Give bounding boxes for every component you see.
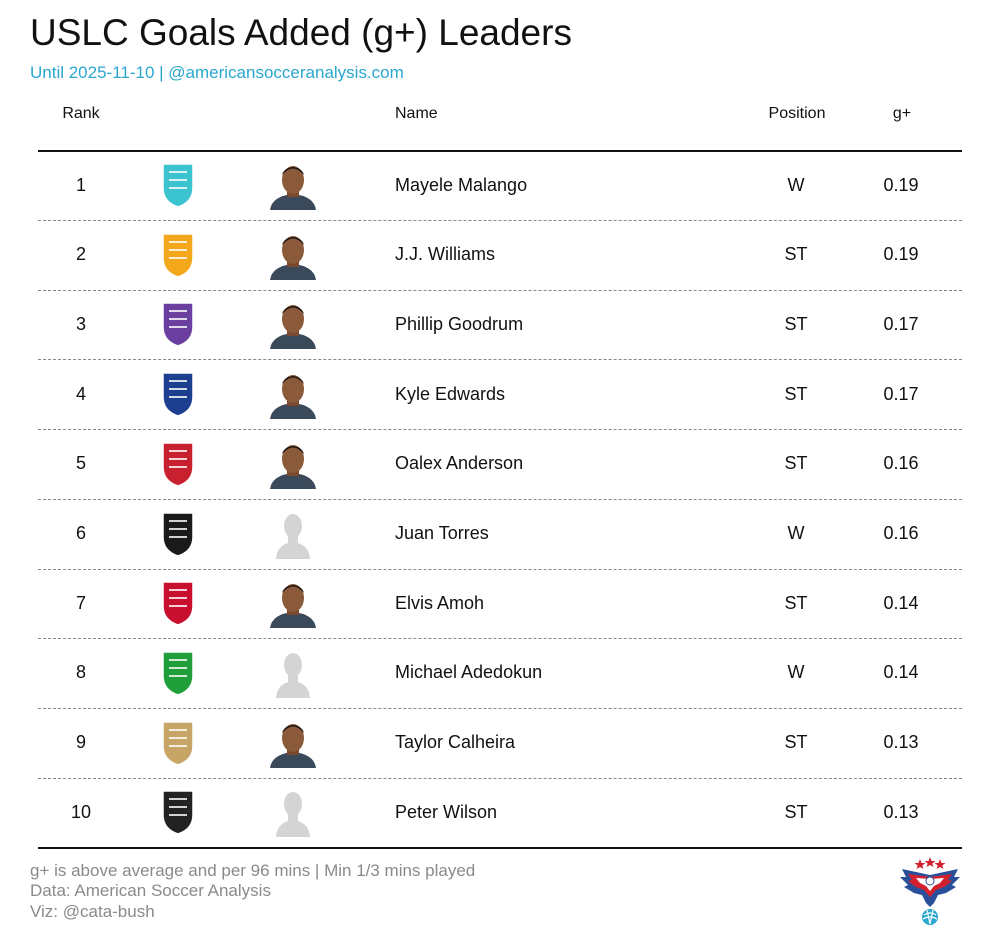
player-name-cell: Taylor Calheira [395, 732, 516, 753]
player-photo-icon [268, 359, 318, 429]
gplus-value-cell: 0.17 [883, 383, 919, 404]
header-name: Name [395, 105, 438, 122]
header-gplus: g+ [892, 105, 912, 122]
lexington-crest-icon [153, 638, 203, 708]
gplus-value-cell: 0.13 [883, 801, 919, 822]
position-cell: ST [784, 592, 808, 613]
chart-title: USLC Goals Added (g+) Leaders [30, 12, 572, 53]
gplus-value-cell: 0.19 [883, 174, 919, 195]
position-cell: W [787, 174, 805, 195]
player-photo-icon [268, 289, 318, 359]
table-row: 1 Mayele Malango W 0.19 [38, 150, 962, 221]
indy-eleven-crest-icon [153, 568, 203, 638]
player-photo-icon [268, 568, 318, 638]
gplus-value-cell: 0.13 [883, 732, 919, 753]
oakland-roots-crest-icon [153, 777, 203, 847]
player-silhouette-icon [268, 777, 318, 847]
rank-cell: 7 [75, 592, 86, 613]
gplus-value-cell: 0.19 [883, 244, 919, 265]
player-name-cell: Phillip Goodrum [395, 313, 524, 334]
footer-data-source: Data: American Soccer Analysis [30, 881, 271, 900]
chart-subtitle: Until 2025-11-10 | @americansocceranalys… [30, 63, 404, 82]
position-cell: ST [784, 732, 808, 753]
table-bottom-rule [38, 847, 962, 849]
table-row: 7 Elvis Amoh ST 0.14 [38, 568, 962, 640]
table-row: 2 J.J. Williams ST 0.19 [38, 220, 962, 291]
header-rank: Rank [62, 105, 100, 122]
player-photo-icon [268, 220, 318, 290]
position-cell: ST [784, 801, 808, 822]
table-row: 8 Michael Adedokun W 0.14 [38, 638, 962, 709]
player-photo-icon [268, 429, 318, 499]
player-name-cell: Peter Wilson [395, 801, 498, 822]
rank-cell: 9 [75, 732, 86, 753]
rank-cell: 1 [75, 174, 86, 195]
table-row: 9 Taylor Calheira ST 0.13 [38, 708, 962, 779]
table-row: 4 Kyle Edwards ST 0.17 [38, 359, 962, 431]
player-photo-icon [268, 708, 318, 778]
player-name-cell: Juan Torres [395, 523, 489, 543]
player-name-cell: Michael Adedokun [395, 662, 543, 683]
position-cell: ST [784, 383, 808, 404]
header-position: Position [768, 105, 826, 122]
player-name-cell: J.J. Williams [395, 244, 495, 265]
player-silhouette-icon [268, 638, 318, 708]
gplus-value-cell: 0.14 [883, 662, 919, 683]
player-name-cell: Oalex Anderson [395, 453, 524, 474]
rank-cell: 2 [75, 244, 86, 265]
charleston-crest-icon [153, 499, 203, 569]
rank-cell: 8 [75, 662, 86, 683]
position-cell: ST [784, 453, 808, 474]
monterey-bay-crest-icon [153, 150, 203, 220]
hartford-athletic-crest-icon [153, 359, 203, 429]
footer-viz-credit: Viz: @cata-bush [30, 902, 155, 921]
table-row: 3 Phillip Goodrum ST 0.17 [38, 289, 962, 361]
north-carolina-crest-icon [153, 429, 203, 499]
table-top-rule [38, 150, 962, 152]
louisville-city-crest-icon [153, 289, 203, 359]
position-cell: ST [784, 244, 808, 265]
footer-note: g+ is above average and per 96 mins | Mi… [30, 861, 476, 880]
table-row: 6 Juan Torres W 0.16 [38, 499, 962, 570]
player-name-cell: Kyle Edwards [395, 383, 506, 404]
eagle-logo-icon [900, 857, 960, 925]
position-cell: W [787, 523, 805, 543]
rank-cell: 10 [70, 801, 92, 822]
player-photo-icon [268, 150, 318, 220]
player-name-cell: Elvis Amoh [395, 592, 485, 613]
gplus-value-cell: 0.17 [883, 313, 919, 334]
rank-cell: 6 [75, 523, 86, 543]
position-cell: W [787, 662, 805, 683]
rank-cell: 5 [75, 453, 86, 474]
gplus-value-cell: 0.16 [883, 453, 919, 474]
player-name-cell: Mayele Malango [395, 174, 528, 195]
table-row: 10 Peter Wilson ST 0.13 [38, 777, 962, 847]
rhode-island-crest-icon [153, 220, 203, 290]
rank-cell: 3 [75, 313, 86, 334]
player-silhouette-icon [268, 499, 318, 569]
gplus-value-cell: 0.14 [883, 592, 919, 613]
rank-cell: 4 [75, 383, 86, 404]
gplus-value-cell: 0.16 [883, 523, 919, 543]
lafc-crest-icon [153, 708, 203, 778]
position-cell: ST [784, 313, 808, 334]
table-row: 5 Oalex Anderson ST 0.16 [38, 429, 962, 500]
